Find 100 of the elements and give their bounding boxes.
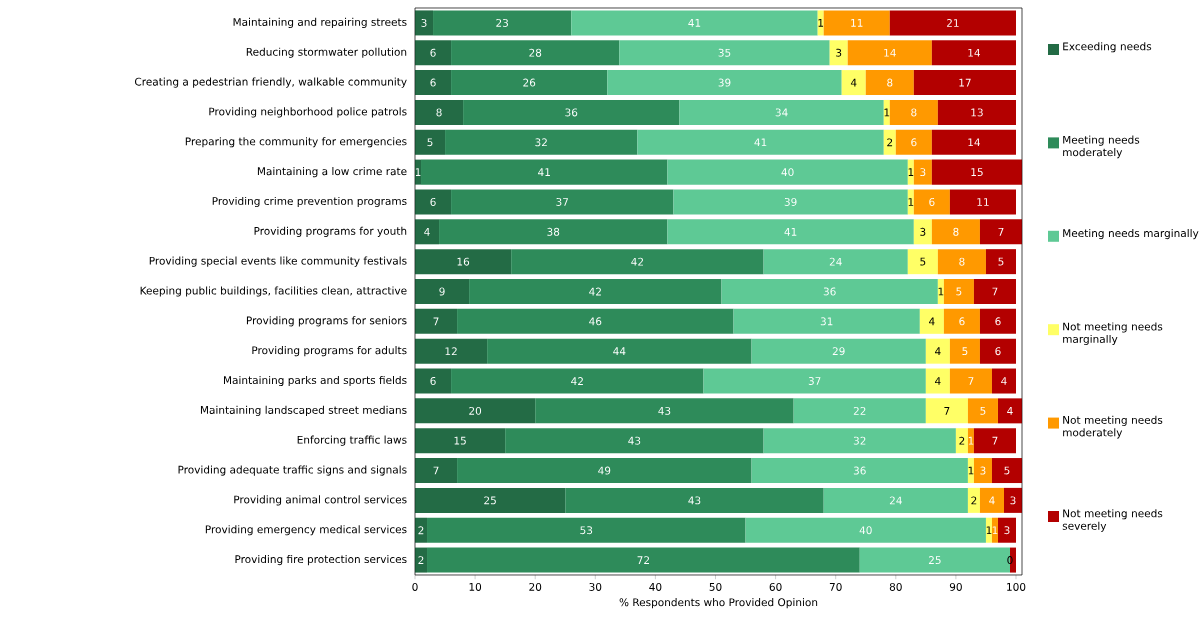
bar [865,70,914,96]
data-label: 36 [853,466,866,475]
bar [847,40,932,66]
data-label: 14 [968,48,981,57]
data-label: 4 [989,496,995,505]
bar [943,278,974,304]
bar [925,368,950,394]
y-tick-label: Providing neighborhood police patrols [209,107,407,118]
bar [889,99,938,125]
bar [451,70,608,96]
bar [841,70,866,96]
y-tick-label: Providing programs for youth [254,226,407,237]
data-label: 41 [784,227,797,236]
bar [427,517,746,543]
x-tick-label: 80 [889,582,902,591]
bar [925,398,968,424]
bar [949,189,1016,215]
bar [823,10,890,36]
bar [937,278,944,304]
data-label: 3 [1010,496,1016,505]
bar [457,308,734,334]
data-label: 36 [823,287,836,296]
bar [997,398,1023,424]
data-label: 16 [457,257,470,266]
data-label: 25 [484,496,496,505]
bar [463,99,680,125]
data-label: 7 [433,466,439,475]
data-label: 0 [1007,556,1013,565]
bar [415,249,512,275]
data-label: 29 [832,347,845,356]
bar [913,70,1016,96]
x-tick-label: 0 [412,582,418,591]
bar [571,10,818,36]
y-tick-label: Keeping public buildings, facilities clean, attractive [140,286,407,297]
y-tick-label: Reducing stormwater pollution [246,47,407,58]
y-tick-label: Providing special events like community festivals [149,256,407,267]
data-label: 41 [688,19,701,27]
bar [895,129,932,155]
data-label: 8 [436,108,442,117]
bar [883,129,896,155]
data-label: 5 [920,257,926,266]
data-label: 49 [598,466,611,475]
bar [505,428,764,454]
data-label: 1 [938,287,944,296]
x-axis-title: % Respondents who Provided Opinion [619,598,818,609]
data-label: 14 [884,48,896,57]
bar [415,458,458,484]
bar [967,398,998,424]
bar [979,308,1016,334]
data-label: 24 [889,496,902,505]
bar [973,278,1016,304]
data-label: 22 [853,406,866,415]
bar [889,10,1016,36]
data-label: 12 [445,347,457,356]
bar [913,159,932,185]
data-label: 7 [992,436,998,445]
data-label: 15 [971,168,983,177]
data-label: 43 [688,496,701,505]
data-label: 72 [637,556,650,564]
bar [565,487,824,513]
bar [967,428,974,454]
bar [913,219,932,245]
bar [925,338,950,364]
bar [673,189,908,215]
legend-label: Not meeting needs marginally [1063,322,1163,346]
bar [817,10,824,36]
bar [967,458,974,484]
data-label: 43 [658,406,671,415]
data-label: 2 [418,556,424,564]
bar [907,249,938,275]
data-label: 8 [887,78,893,87]
data-label: 25 [928,556,941,565]
data-label: 53 [580,526,593,535]
data-label: 6 [430,78,436,87]
bar [973,458,992,484]
legend-label: Meeting needs moderately [1063,135,1140,159]
y-tick-label: Maintaining landscaped street medians [200,405,407,416]
data-label: 5 [956,287,962,296]
bar [415,487,566,513]
bar [535,398,794,424]
data-label: 1 [908,168,914,176]
y-tick-label: Providing emergency medical services [205,525,407,536]
data-label: 11 [851,19,863,27]
bar [439,219,668,245]
data-label: 1 [415,168,421,176]
legend-label: Meeting needs marginally [1063,228,1199,240]
x-tick-label: 70 [829,582,842,591]
x-tick-label: 30 [589,582,602,591]
bar [415,189,452,215]
data-label: 1 [818,19,824,27]
x-tick-label: 100 [1007,582,1026,591]
bar [991,458,1023,484]
data-label: 2 [959,436,965,445]
data-label: 21 [946,19,959,27]
x-tick-label: 10 [469,582,482,591]
data-label: 7 [433,317,439,326]
bar [415,278,470,304]
x-tick-label: 40 [649,582,662,591]
data-label: 5 [427,138,433,147]
bar [751,338,926,364]
